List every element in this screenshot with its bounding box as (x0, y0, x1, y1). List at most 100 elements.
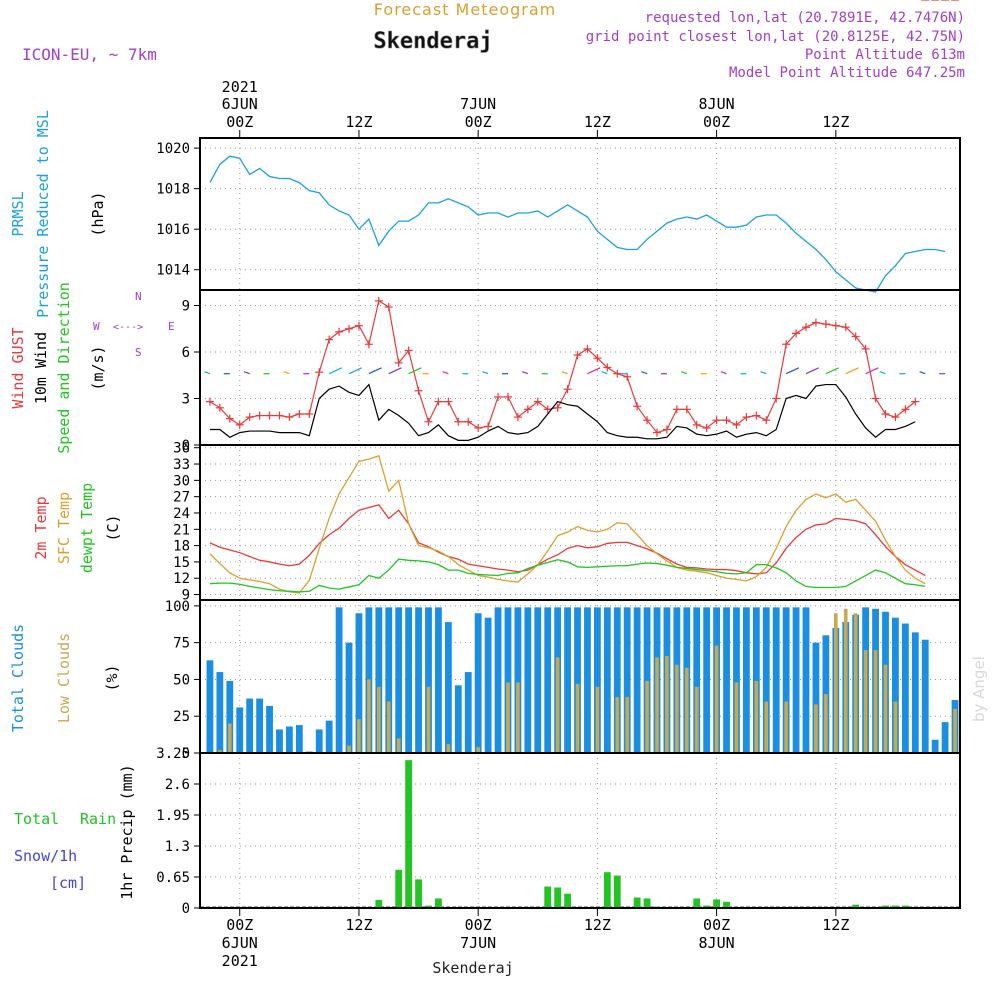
wind-dir-label: Speed and Direction (55, 282, 73, 454)
low-cloud-bar (953, 708, 957, 753)
clouds-unit: (%) (103, 664, 121, 691)
total-cloud-bar (564, 607, 571, 753)
panel-1: 0 3 6 9 (182, 290, 960, 454)
gust-point (444, 397, 453, 406)
gust-point (434, 397, 443, 406)
top-date-label: 7JUN (460, 95, 496, 113)
bottom-year-label: 2021 (222, 952, 258, 970)
rain-bar (425, 905, 432, 908)
gust-point (692, 420, 701, 429)
gust-point (752, 411, 761, 420)
wind10m-label: 10m Wind (32, 332, 50, 404)
low-cloud-bar (863, 650, 868, 753)
total-cloud-bar (524, 607, 532, 753)
rain-bar (544, 886, 552, 908)
bottom-date-label: 6JUN (222, 934, 258, 952)
wind-series-line (209, 383, 916, 441)
gust-point (374, 296, 383, 305)
dewpt-label: dewpt Temp (78, 483, 96, 573)
total-cloud-bar (931, 739, 939, 753)
rain-bar (564, 893, 571, 908)
top-hour-label: 12Z (584, 113, 611, 131)
rain-bar (613, 875, 621, 908)
gust-point (811, 318, 820, 327)
wind-arrow (283, 371, 290, 375)
y-tick-label: 3.25 (156, 746, 190, 762)
total-cloud-bar (315, 729, 323, 753)
total-cloud-bar (474, 613, 482, 753)
compass-w: W (93, 320, 100, 333)
bottom-hour-label: 00Z (465, 916, 492, 934)
gust-point (553, 403, 562, 412)
y-tick-label: 50 (173, 672, 190, 688)
top-hour-label: 00Z (465, 113, 492, 131)
dewpt-series-line (209, 558, 926, 593)
rain-bar (395, 869, 403, 908)
total-cloud-bar (355, 613, 363, 753)
wind-arrow (587, 367, 601, 375)
wind-arrow (919, 371, 926, 375)
rain-bar (603, 872, 611, 908)
low-cloud-bar (426, 686, 431, 753)
gust-point (235, 420, 244, 429)
low-clouds-label: Low Clouds (55, 633, 73, 723)
y-tick-label: 18 (173, 539, 190, 555)
total-cloud-bar (415, 607, 422, 753)
y-tick-label: 0 (182, 438, 190, 454)
wind-arrow (482, 371, 489, 375)
wind-arrow (328, 367, 343, 375)
low-cloud-bar (377, 686, 381, 753)
low-cloud-bar (684, 667, 689, 753)
y-tick-label: 3 (182, 392, 190, 408)
y-tick-label: 1014 (156, 263, 190, 279)
bottom-date-label: 8JUN (699, 934, 735, 952)
low-cloud-bar (734, 682, 739, 753)
total-cloud-bar (504, 607, 512, 753)
total-cloud-bar (723, 607, 730, 753)
panel-border (199, 137, 961, 291)
total-cloud-bar (792, 607, 800, 753)
gust-point (394, 358, 403, 367)
t2m-label: 2m Temp (32, 496, 50, 559)
y-tick-label: 36 (173, 441, 190, 457)
gust-point (662, 425, 671, 434)
gust-point (354, 321, 363, 330)
y-tick-label: 12 (173, 571, 190, 587)
precip-unit: 1hr Precip (mm) (118, 764, 136, 899)
rain-bar (405, 760, 413, 908)
top-hour-label: 00Z (226, 113, 253, 131)
requested-point: requested lon,lat (20.7891E, 42.7476N) (645, 10, 965, 26)
y-tick-label: 75 (173, 636, 190, 652)
wind-arrow (368, 367, 382, 375)
gust-point (225, 414, 234, 423)
bottom-hour-label: 00Z (226, 916, 253, 934)
rain-bar (703, 905, 711, 908)
wind-arrow (845, 367, 859, 375)
rain-bar (901, 905, 909, 908)
total-cloud-bar (534, 607, 542, 753)
gust-point (573, 351, 582, 360)
total-cloud-bar (743, 607, 750, 753)
panel-border (199, 444, 961, 601)
low-cloud-bar (843, 608, 848, 753)
gust-point (454, 417, 463, 426)
total-cloud-bar (435, 607, 442, 753)
gust-point (543, 405, 552, 414)
total-cloud-bar (901, 623, 909, 753)
rain-bar (723, 901, 730, 908)
rain-bar (852, 904, 860, 908)
gust-point (613, 369, 622, 378)
wind-arrow (720, 371, 727, 375)
total-cloud-bar (266, 705, 273, 753)
low-cloud-bar (645, 680, 649, 753)
wind-arrow (879, 371, 886, 375)
gust-point (583, 344, 592, 353)
low-cloud-bar (396, 738, 401, 753)
gust-point (275, 411, 284, 420)
total-cloud-bar (226, 680, 234, 753)
y-tick-label: 24 (173, 506, 190, 522)
low-cloud-bar (228, 723, 232, 753)
total-cloud-bar (385, 607, 393, 753)
gust-point (404, 346, 413, 355)
